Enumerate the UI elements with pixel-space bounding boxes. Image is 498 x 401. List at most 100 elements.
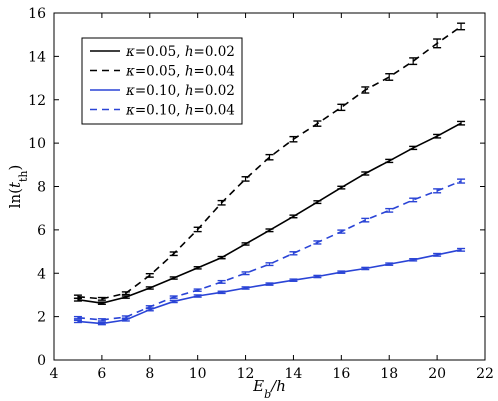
error-bar xyxy=(265,228,274,233)
error-bar xyxy=(433,133,442,139)
error-bar xyxy=(289,135,298,143)
x-tick-label: 18 xyxy=(380,366,398,382)
legend-label: κ=0.10, h=0.02 xyxy=(125,83,235,99)
series-3 xyxy=(73,247,466,326)
error-bar xyxy=(265,282,274,286)
error-bar xyxy=(217,199,226,206)
error-bar xyxy=(337,103,346,112)
y-tick-label: 14 xyxy=(28,49,46,65)
error-bar xyxy=(217,290,226,295)
error-bar xyxy=(241,286,250,290)
error-bar xyxy=(337,185,346,190)
y-tick-label: 6 xyxy=(37,223,46,239)
error-bar xyxy=(361,86,370,94)
legend: κ=0.05, h=0.02 κ=0.05, h=0.04 κ=0.10, h=0.… xyxy=(81,37,243,125)
error-bar xyxy=(409,145,418,151)
error-bar xyxy=(385,262,394,266)
error-bar xyxy=(97,321,106,326)
legend-item: κ=0.10, h=0.04 xyxy=(90,103,235,119)
x-tick-label: 22 xyxy=(476,366,494,382)
legend-item: κ=0.10, h=0.02 xyxy=(90,83,235,99)
y-tick-label: 16 xyxy=(28,6,46,22)
error-bar xyxy=(457,22,466,31)
error-bar xyxy=(169,276,178,280)
error-bar xyxy=(409,197,418,203)
error-bar xyxy=(337,229,346,234)
error-bar xyxy=(169,251,178,257)
error-bar xyxy=(433,252,442,257)
y-tick-label: 8 xyxy=(37,180,46,196)
x-tick-label: 14 xyxy=(285,366,303,382)
error-bar xyxy=(217,279,226,284)
error-bar xyxy=(73,319,82,324)
error-bar xyxy=(361,217,370,223)
error-bar xyxy=(457,247,466,252)
y-tick-label: 12 xyxy=(28,93,46,109)
error-bar xyxy=(289,278,298,282)
legend-label: κ=0.10, h=0.04 xyxy=(125,103,235,119)
error-bar xyxy=(313,200,322,205)
x-tick-label: 4 xyxy=(50,366,59,382)
x-tick-label: 6 xyxy=(97,366,106,382)
x-tick-label: 10 xyxy=(189,366,207,382)
error-bar xyxy=(121,295,130,299)
x-tick-label: 16 xyxy=(332,366,350,382)
series-line xyxy=(77,122,462,304)
error-bar xyxy=(169,299,178,304)
error-bar xyxy=(241,271,250,276)
error-bar xyxy=(193,266,202,270)
error-bar xyxy=(313,240,322,245)
error-bar xyxy=(457,178,466,184)
series-1 xyxy=(73,120,466,305)
error-bar xyxy=(409,57,418,66)
legend-label: κ=0.05, h=0.04 xyxy=(125,64,235,80)
y-tick-label: 0 xyxy=(37,353,46,369)
error-bar xyxy=(169,295,178,299)
error-bar xyxy=(241,242,250,246)
error-bar xyxy=(145,307,154,312)
error-bar xyxy=(457,120,466,126)
error-bar xyxy=(217,255,226,260)
error-bar xyxy=(97,318,106,322)
y-tick-label: 10 xyxy=(28,136,46,152)
legend-item: κ=0.05, h=0.04 xyxy=(90,64,235,80)
x-axis-label: Eb/h xyxy=(252,377,286,401)
plot-area: 4 6 8 10 12 14 16 18 20 22 0 2 4 6 8 10 12 14 16 xyxy=(28,6,494,382)
error-bar xyxy=(145,286,154,290)
legend-item: κ=0.05, h=0.02 xyxy=(90,44,235,60)
y-tick-label: 2 xyxy=(37,310,46,326)
error-bar xyxy=(241,176,250,182)
error-bar xyxy=(385,158,394,164)
error-bar xyxy=(193,294,202,298)
error-bar xyxy=(193,288,202,292)
error-bar xyxy=(361,266,370,271)
axis-layer: 4 6 8 10 12 14 16 18 20 22 0 2 4 6 8 10 12 14 16 xyxy=(28,6,494,382)
error-bar xyxy=(121,291,130,296)
error-bar xyxy=(361,171,370,176)
error-bar xyxy=(385,73,394,81)
x-tick-label: 8 xyxy=(145,366,154,382)
error-bar xyxy=(265,153,274,161)
y-tick-label: 4 xyxy=(37,266,46,282)
error-bar xyxy=(145,272,154,278)
series-line xyxy=(77,180,462,321)
series-2 xyxy=(73,22,466,301)
error-bar xyxy=(97,296,106,301)
error-bar xyxy=(265,262,274,267)
x-tick-label: 12 xyxy=(237,366,255,382)
error-bar xyxy=(73,315,82,320)
error-bar xyxy=(313,120,322,127)
error-bar xyxy=(193,226,202,233)
error-bar xyxy=(337,270,346,274)
error-bar xyxy=(289,251,298,256)
error-bar xyxy=(121,315,130,319)
x-tick-label: 20 xyxy=(428,366,446,382)
error-bar xyxy=(145,305,154,309)
error-bar xyxy=(289,214,298,219)
error-bar xyxy=(433,188,442,194)
error-bar xyxy=(97,301,106,305)
x-axis-label-text: Eb/h xyxy=(252,377,286,401)
error-bar xyxy=(313,274,322,279)
series-layer xyxy=(73,22,466,326)
